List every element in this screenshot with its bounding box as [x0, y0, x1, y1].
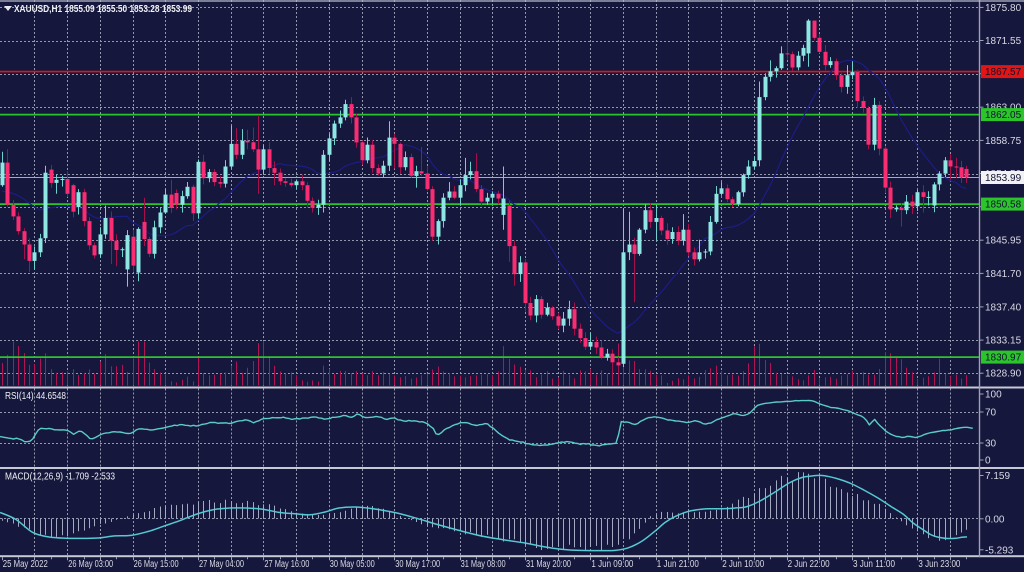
svg-text:1875.80: 1875.80: [985, 3, 1022, 14]
svg-text:1867.57: 1867.57: [985, 67, 1022, 78]
svg-text:31 May 08:00: 31 May 08:00: [461, 559, 506, 570]
svg-text:1841.70: 1841.70: [985, 269, 1022, 280]
svg-text:1828.90: 1828.90: [985, 369, 1022, 380]
svg-text:1837.40: 1837.40: [985, 302, 1022, 313]
svg-text:3 Jun 11:00: 3 Jun 11:00: [853, 559, 895, 570]
svg-text:1 Jun 21:00: 1 Jun 21:00: [657, 559, 699, 570]
svg-text:0.00: 0.00: [985, 514, 1005, 525]
svg-text:3 Jun 23:00: 3 Jun 23:00: [918, 559, 960, 570]
svg-text:1862.05: 1862.05: [985, 110, 1022, 121]
svg-text:1871.55: 1871.55: [985, 36, 1022, 47]
svg-text:100: 100: [985, 390, 1002, 401]
svg-text:26 May 15:00: 26 May 15:00: [134, 559, 179, 570]
svg-text:25 May 2022: 25 May 2022: [3, 559, 48, 570]
svg-text:1845.95: 1845.95: [985, 236, 1022, 247]
svg-text:31 May 20:00: 31 May 20:00: [526, 559, 571, 570]
svg-text:1 Jun 09:00: 1 Jun 09:00: [591, 559, 633, 570]
svg-text:-5.293: -5.293: [985, 545, 1014, 556]
svg-text:MACD(12,26,9) -1.709 -2.533: MACD(12,26,9) -1.709 -2.533: [5, 472, 115, 483]
svg-text:2 Jun 22:00: 2 Jun 22:00: [788, 559, 830, 570]
svg-text:1833.15: 1833.15: [985, 336, 1022, 347]
svg-text:70: 70: [985, 408, 997, 419]
svg-text:1830.97: 1830.97: [985, 353, 1022, 364]
svg-text:30 May 05:00: 30 May 05:00: [330, 559, 375, 570]
svg-text:0: 0: [985, 456, 991, 467]
svg-text:2 Jun 10:00: 2 Jun 10:00: [722, 559, 764, 570]
svg-text:XAUUSD,H1 1855.09 1855.50 1853: XAUUSD,H1 1855.09 1855.50 1853.28 1853.9…: [14, 3, 192, 15]
svg-text:1850.58: 1850.58: [985, 200, 1022, 211]
svg-text:30: 30: [985, 439, 997, 450]
svg-text:7.159: 7.159: [985, 471, 1010, 482]
svg-text:1853.99: 1853.99: [985, 173, 1022, 184]
svg-text:27 May 04:00: 27 May 04:00: [199, 559, 244, 570]
svg-text:1858.75: 1858.75: [985, 136, 1022, 147]
svg-text:26 May 03:00: 26 May 03:00: [68, 559, 113, 570]
svg-text:30 May 17:00: 30 May 17:00: [395, 559, 440, 570]
svg-text:RSI(14) 44.6548: RSI(14) 44.6548: [5, 391, 66, 402]
svg-text:27 May 16:00: 27 May 16:00: [264, 559, 309, 570]
